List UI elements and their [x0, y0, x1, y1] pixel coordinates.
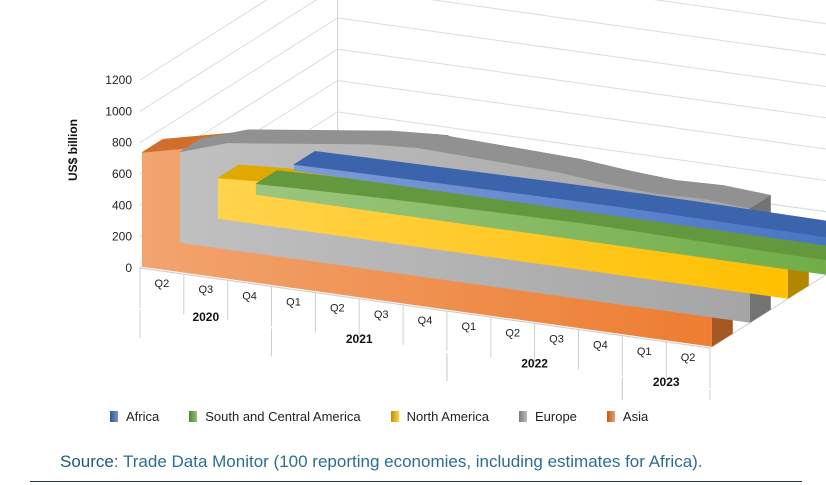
- gridline: [139, 0, 826, 81]
- legend-swatch: [518, 410, 527, 422]
- x-tick-label: Q2: [681, 352, 696, 364]
- y-tick-label: 600: [112, 167, 132, 181]
- gridline: [139, 48, 826, 175]
- x-axis-line: [139, 267, 711, 349]
- source-lead: Source: [60, 452, 114, 471]
- y-tick-label: 1200: [105, 73, 132, 87]
- legend-item: Africa: [110, 409, 159, 424]
- legend-label: North America: [406, 408, 489, 424]
- y-tick-label: 0: [125, 261, 132, 275]
- x-tick-label: Q1: [637, 346, 652, 358]
- series-ribbons: [141, 129, 826, 347]
- year-label: 2023: [653, 375, 680, 389]
- source-note: Source: Trade Data Monitor (100 reportin…: [60, 452, 703, 472]
- legend-item: Europe: [518, 408, 577, 424]
- x-tick-label: Q4: [242, 290, 257, 302]
- legend-item: South and Central America: [189, 408, 361, 424]
- legend-label: Africa: [126, 408, 160, 424]
- x-tick-label: Q1: [461, 321, 476, 333]
- series-area: [293, 164, 826, 246]
- x-tick-label: Q2: [155, 278, 170, 290]
- bottom-rule: [30, 481, 802, 482]
- legend-swatch: [606, 410, 615, 422]
- year-label: 2021: [346, 332, 373, 346]
- legend-label: Europe: [534, 408, 577, 424]
- legend-swatch: [110, 410, 118, 422]
- y-tick-label: 200: [112, 230, 132, 244]
- series-africa: [293, 151, 826, 246]
- legend-swatch: [390, 410, 399, 422]
- series-top-segment: [777, 239, 826, 261]
- x-tick-label: Q1: [286, 297, 301, 309]
- x-tick-label: Q3: [198, 284, 213, 296]
- gridline: [139, 0, 826, 112]
- y-axis-label: US$ billion: [66, 119, 80, 181]
- legend-label: South and Central America: [205, 408, 361, 424]
- y-tick-label: 400: [112, 198, 132, 212]
- x-tick-label: Q2: [505, 327, 520, 339]
- x-tick-label: Q3: [374, 309, 389, 321]
- gridline: [139, 17, 826, 144]
- series-top-segment: [768, 215, 826, 236]
- legend-label: Asia: [622, 408, 649, 424]
- x-tick-label: Q3: [549, 334, 564, 346]
- legend: Africa South and Central America North Ame…: [110, 405, 648, 427]
- series-top-segment: [815, 229, 826, 238]
- y-tick-label: 1000: [105, 104, 132, 118]
- legend-item: North America: [390, 408, 489, 424]
- y-axis-ticks: 0 200 400 600 800 1000 1200: [105, 73, 132, 275]
- y-tick-label: 800: [112, 136, 132, 150]
- x-tick-label: Q4: [593, 340, 608, 352]
- legend-swatch: [189, 410, 198, 422]
- series-area: [255, 183, 826, 275]
- x-axis: Q2 Q3 Q4 Q1 Q2 Q3 Q4 Q1 Q2 Q3 Q4 Q1 Q2 2020 2021 2022 20…: [139, 267, 711, 400]
- year-label: 2022: [521, 356, 548, 370]
- source-text: : Trade Data Monitor (100 reporting econ…: [113, 452, 703, 471]
- x-tick-label: Q2: [330, 303, 345, 315]
- year-label: 2020: [192, 310, 219, 324]
- legend-item: Asia: [606, 408, 649, 424]
- x-tick-label: Q4: [418, 315, 433, 327]
